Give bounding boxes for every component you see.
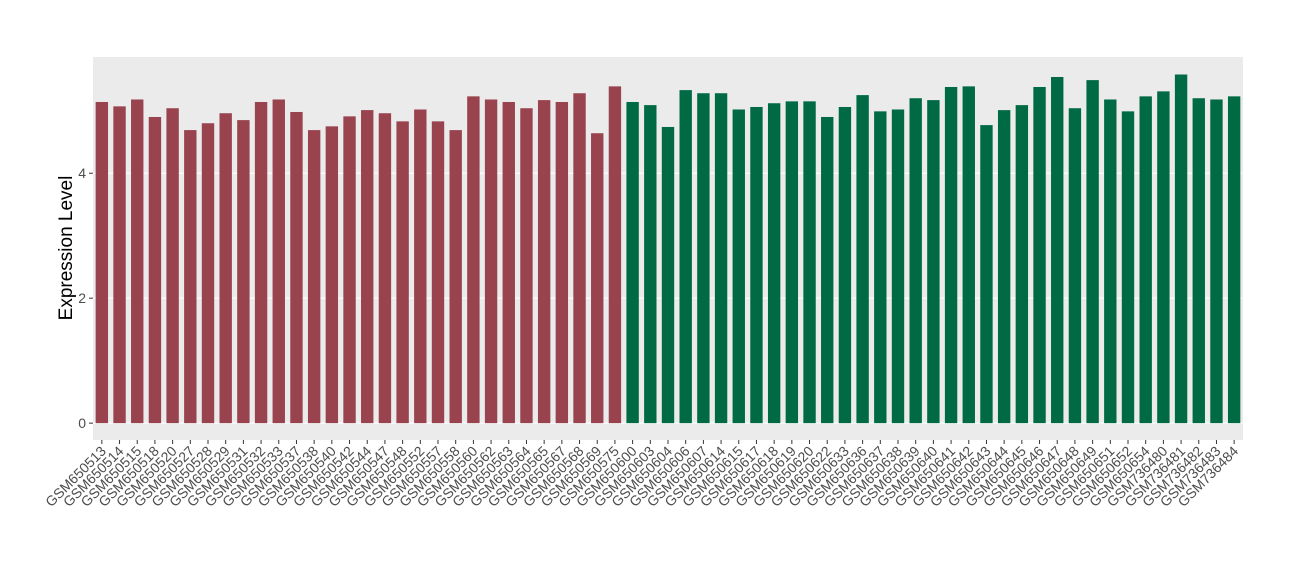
bar [1139,96,1152,424]
bar [166,108,179,424]
bar [697,93,710,424]
bar [343,116,356,424]
bar [927,100,940,424]
bar [714,93,728,424]
bar [856,95,869,424]
bar [608,86,622,424]
bar [661,126,675,424]
bar [1051,76,1064,424]
bar [467,96,480,424]
y-tick-label: 2 [78,290,86,306]
bar [679,90,692,424]
bar [537,100,551,424]
bar [1210,99,1223,424]
bar [1015,105,1029,424]
bar [113,106,126,424]
bar [290,111,303,424]
bar [944,86,958,424]
bar [1174,74,1188,424]
bar [449,130,462,424]
bar [1121,111,1135,424]
bar [414,109,427,424]
bar [1033,86,1046,424]
y-axis-label: Expression Level [56,176,77,321]
bar [785,101,799,424]
bar [307,130,321,424]
bar [980,125,993,424]
bar [874,111,887,424]
bar [1104,99,1117,424]
bar [732,109,745,424]
bar [1157,91,1170,424]
bar [626,101,639,424]
bar [219,113,232,424]
bar [909,98,922,424]
bar [750,106,763,424]
bar [95,101,109,424]
y-tick-label: 4 [78,165,86,181]
bar [644,105,657,424]
bar [767,103,781,424]
bar [962,86,975,424]
bar [431,121,445,424]
bar [254,101,268,424]
bar [555,101,569,424]
bar [201,123,215,424]
bar [803,101,816,424]
bar [1086,80,1099,424]
bar [272,99,285,424]
bar [378,113,392,424]
bar [591,133,604,424]
bar [325,126,339,424]
bar [520,108,533,424]
bar [821,116,834,424]
bar [891,109,905,424]
bar [1068,108,1082,424]
bar [396,121,409,424]
bar [838,106,852,424]
bar [148,116,162,424]
bar [184,130,197,424]
bar [997,110,1011,424]
bar [361,110,374,424]
bar [1227,96,1241,424]
bar [573,93,586,424]
bar [484,99,498,424]
bar [131,99,144,424]
bar [502,101,515,424]
bar [1192,98,1205,424]
bar [237,120,250,424]
y-tick-label: 0 [78,415,86,431]
